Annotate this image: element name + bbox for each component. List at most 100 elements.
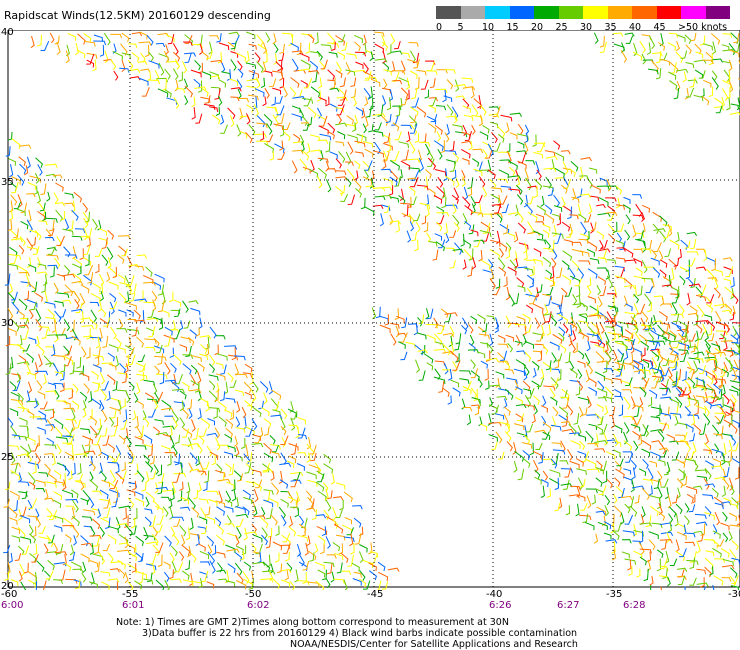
wind-barb	[157, 300, 165, 313]
wind-barb	[199, 428, 208, 437]
wind-barb	[613, 433, 619, 447]
wind-barb	[722, 511, 728, 522]
wind-barb	[206, 490, 219, 496]
wind-barb	[703, 405, 710, 417]
lon-label-neg60: -60	[1, 589, 18, 600]
wind-barb	[440, 140, 445, 154]
wind-barb	[587, 268, 598, 279]
wind-barb	[682, 371, 687, 382]
wind-barb	[658, 502, 663, 516]
wind-barb	[71, 280, 84, 286]
wind-barb	[100, 381, 109, 391]
wind-barb	[334, 552, 344, 561]
wind-barb	[690, 32, 697, 42]
wind-barb	[575, 386, 581, 396]
wind-barb	[302, 560, 310, 571]
wind-barb	[615, 240, 624, 248]
wind-barb	[516, 185, 523, 195]
wind-barb	[597, 387, 608, 397]
wind-barb	[38, 220, 48, 226]
wind-barb	[695, 385, 706, 392]
wind-barb	[489, 278, 496, 290]
wind-barb	[131, 52, 140, 62]
wind-barb	[623, 468, 632, 475]
wind-barb	[335, 122, 348, 127]
wind-barb	[8, 507, 18, 519]
wind-barb	[73, 579, 82, 586]
wind-barb	[729, 311, 735, 321]
wind-barb	[680, 343, 686, 356]
wind-barb	[215, 534, 225, 546]
wind-barb	[11, 434, 21, 440]
wind-barb	[719, 330, 726, 340]
wind-barb	[552, 452, 559, 465]
wind-barb	[317, 535, 326, 545]
wind-barb	[241, 406, 247, 419]
wind-barb	[81, 572, 87, 583]
wind-barb	[640, 424, 649, 436]
wind-barb	[632, 51, 643, 61]
wind-barb	[688, 333, 696, 342]
wind-barb	[532, 303, 544, 313]
wind-barb	[686, 231, 698, 237]
wind-barb	[382, 158, 387, 170]
wind-barb	[229, 409, 234, 420]
wind-barb	[660, 531, 674, 536]
wind-barb	[45, 316, 57, 323]
wind-barb	[36, 380, 43, 391]
wind-barb	[46, 535, 54, 548]
wind-barb	[428, 122, 437, 133]
wind-barb	[644, 293, 652, 307]
wind-barb	[712, 584, 715, 590]
wind-barb	[330, 473, 335, 485]
wind-barb	[686, 251, 699, 256]
wind-barb	[291, 160, 298, 174]
wind-barb	[173, 472, 187, 478]
wind-barb	[503, 406, 511, 416]
wind-barb	[118, 318, 124, 329]
wind-barb	[39, 202, 46, 212]
wind-barb	[35, 157, 43, 168]
wind-barb	[454, 84, 467, 89]
wind-barb	[470, 368, 479, 379]
wind-barb	[10, 425, 18, 438]
wind-barb	[692, 376, 698, 389]
wind-barb	[182, 579, 194, 587]
wind-barb	[721, 577, 732, 582]
wind-barb	[720, 459, 731, 467]
wind-barb	[135, 497, 145, 507]
wind-barb	[38, 410, 47, 420]
wind-barb	[632, 284, 637, 297]
wind-barb	[484, 368, 489, 381]
wind-barb	[505, 122, 510, 134]
wind-barb	[229, 78, 238, 86]
wind-barb	[344, 517, 352, 525]
wind-barb	[276, 563, 283, 574]
wind-barb	[435, 241, 445, 252]
wind-barb	[442, 332, 455, 338]
wind-barb	[572, 188, 577, 201]
wind-barb	[588, 377, 597, 387]
wind-barb	[134, 298, 148, 303]
wind-barb	[11, 181, 19, 194]
wind-barb	[179, 320, 184, 331]
wind-barb	[217, 52, 223, 64]
wind-barb	[187, 545, 192, 558]
wind-barb	[302, 123, 310, 131]
wind-barb	[202, 461, 210, 470]
wind-barb	[160, 445, 171, 454]
wind-barb	[188, 408, 193, 419]
wind-barb	[648, 531, 659, 540]
wind-barb	[99, 526, 106, 537]
wind-barb	[606, 341, 613, 354]
wind-barb	[266, 106, 277, 112]
wind-barb	[230, 87, 242, 92]
wind-barb	[58, 309, 67, 318]
wind-speed-color-scale: 0 5 10 15 20 25 30 35 40 45 >50 knots	[436, 6, 738, 34]
wind-barb	[459, 378, 470, 385]
wind-barb	[311, 149, 322, 154]
wind-barb	[70, 507, 76, 520]
wind-barb	[138, 77, 149, 86]
wind-barb	[695, 51, 704, 59]
wind-barb	[11, 291, 18, 301]
